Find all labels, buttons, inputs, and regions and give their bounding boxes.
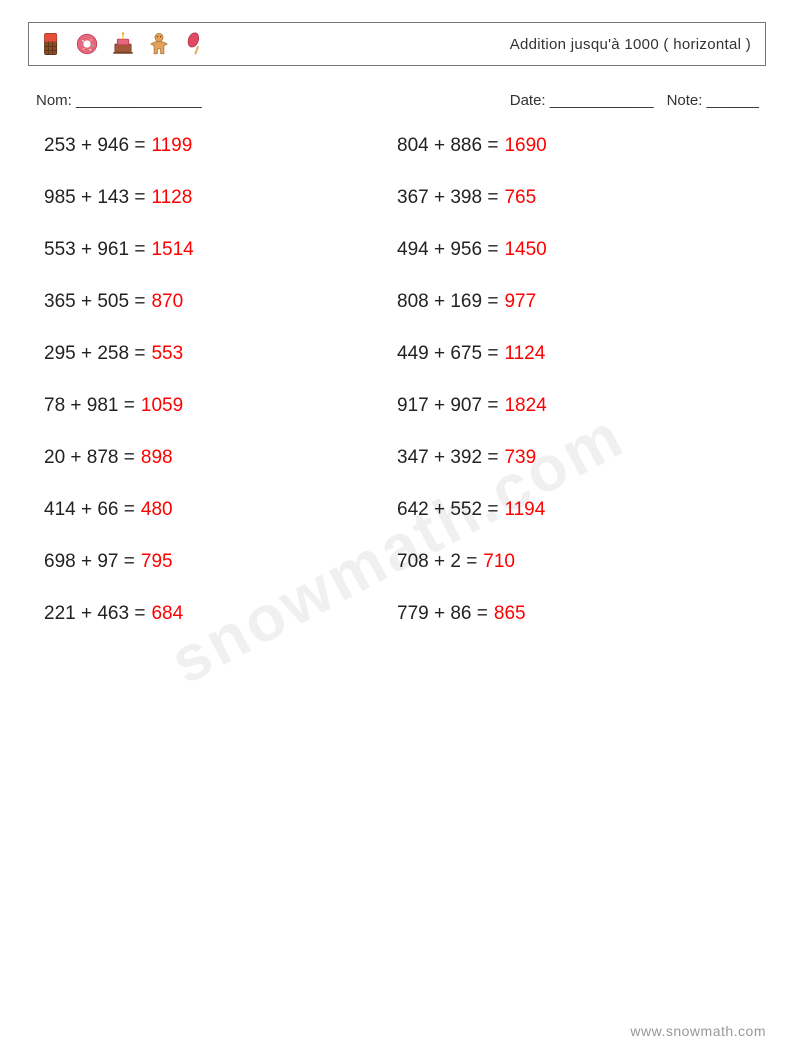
problem-expression: 20 + 878 = [44, 447, 135, 469]
problem-expression: 221 + 463 = [44, 603, 145, 625]
problem: 78 + 981 = 1059 [44, 395, 397, 417]
problem-expression: 494 + 956 = [397, 239, 498, 261]
problem-expression: 779 + 86 = [397, 603, 488, 625]
note-label: Note: [667, 92, 703, 109]
problem-expression: 253 + 946 = [44, 135, 145, 157]
date-blank [550, 92, 653, 109]
problem: 553 + 961 = 1514 [44, 239, 397, 261]
problem-expression: 78 + 981 = [44, 395, 135, 417]
problem-expression: 917 + 907 = [397, 395, 498, 417]
problem: 494 + 956 = 1450 [397, 239, 750, 261]
problem: 414 + 66 = 480 [44, 499, 397, 521]
problem-answer: 1824 [504, 395, 546, 417]
name-field: Nom: [36, 92, 201, 109]
problem: 449 + 675 = 1124 [397, 343, 750, 365]
problem-answer: 480 [141, 499, 173, 521]
problem-answer: 1450 [504, 239, 546, 261]
problem-answer: 870 [151, 291, 183, 313]
problem: 985 + 143 = 1128 [44, 187, 397, 209]
problem: 642 + 552 = 1194 [397, 499, 750, 521]
problem: 808 + 169 = 977 [397, 291, 750, 313]
problem-expression: 642 + 552 = [397, 499, 498, 521]
problem-expression: 804 + 886 = [397, 135, 498, 157]
problem-answer: 1199 [151, 135, 192, 157]
problem: 253 + 946 = 1199 [44, 135, 397, 157]
date-field: Date: [510, 92, 653, 109]
problem-answer: 710 [483, 551, 515, 573]
problem: 221 + 463 = 684 [44, 603, 397, 625]
footer-link: www.snowmath.com [630, 1023, 766, 1039]
problem-answer: 684 [151, 603, 183, 625]
note-blank [707, 92, 758, 109]
problem: 365 + 505 = 870 [44, 291, 397, 313]
problem-expression: 449 + 675 = [397, 343, 498, 365]
note-field: Note: [667, 92, 758, 109]
problem: 779 + 86 = 865 [397, 603, 750, 625]
problem: 698 + 97 = 795 [44, 551, 397, 573]
problem: 367 + 398 = 765 [397, 187, 750, 209]
problems-grid: 253 + 946 = 1199804 + 886 = 1690985 + 14… [28, 135, 766, 625]
problem-answer: 1128 [151, 187, 192, 209]
icon-row [37, 30, 209, 58]
info-row: Nom: Date: Note: [28, 92, 766, 109]
problem-answer: 765 [504, 187, 536, 209]
problem: 347 + 392 = 739 [397, 447, 750, 469]
problem-answer: 795 [141, 551, 173, 573]
problem-expression: 553 + 961 = [44, 239, 145, 261]
problem-answer: 553 [151, 343, 183, 365]
problem: 20 + 878 = 898 [44, 447, 397, 469]
problem-expression: 365 + 505 = [44, 291, 145, 313]
donut-icon [73, 30, 101, 58]
problem-answer: 739 [504, 447, 536, 469]
name-blank [76, 92, 201, 109]
problem-answer: 977 [504, 291, 536, 313]
problem-answer: 898 [141, 447, 173, 469]
problem-expression: 808 + 169 = [397, 291, 498, 313]
date-label: Date: [510, 92, 546, 109]
problem-expression: 295 + 258 = [44, 343, 145, 365]
problem: 295 + 258 = 553 [44, 343, 397, 365]
gingerbread-man-icon [145, 30, 173, 58]
problem-expression: 367 + 398 = [397, 187, 498, 209]
problem-answer: 865 [494, 603, 526, 625]
header-box: Addition jusqu'à 1000 ( horizontal ) [28, 22, 766, 66]
problem-answer: 1124 [504, 343, 545, 365]
problem: 708 + 2 = 710 [397, 551, 750, 573]
problem-expression: 708 + 2 = [397, 551, 477, 573]
problem-expression: 698 + 97 = [44, 551, 135, 573]
popsicle-icon [181, 30, 209, 58]
name-label: Nom: [36, 92, 72, 109]
birthday-cake-icon [109, 30, 137, 58]
problem-answer: 1059 [141, 395, 183, 417]
problem-expression: 414 + 66 = [44, 499, 135, 521]
problem-answer: 1194 [504, 499, 545, 521]
worksheet-title: Addition jusqu'à 1000 ( horizontal ) [510, 36, 751, 53]
problem-answer: 1514 [151, 239, 193, 261]
problem-expression: 985 + 143 = [44, 187, 145, 209]
worksheet-page: Addition jusqu'à 1000 ( horizontal ) Nom… [0, 0, 794, 625]
problem-expression: 347 + 392 = [397, 447, 498, 469]
problem: 804 + 886 = 1690 [397, 135, 750, 157]
problem: 917 + 907 = 1824 [397, 395, 750, 417]
chocolate-bar-icon [37, 30, 65, 58]
problem-answer: 1690 [504, 135, 546, 157]
